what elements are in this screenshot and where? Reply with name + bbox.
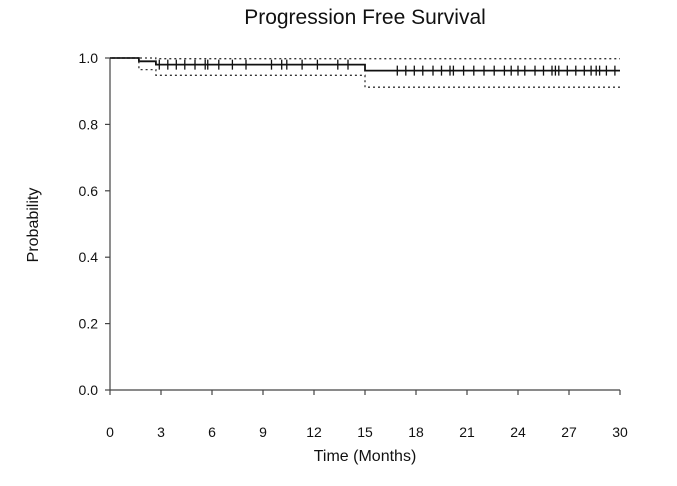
y-tick-label: 1.0	[79, 50, 99, 66]
y-tick-label: 0.0	[79, 382, 99, 398]
x-tick-label: 0	[106, 424, 114, 440]
chart-title: Progression Free Survival	[244, 6, 486, 29]
axes: 0.0 0.2 0.4 0.6 0.8 1.0 0 3 6 9 12 15 18 21 24 27 30	[79, 50, 628, 440]
x-tick-label: 6	[208, 424, 216, 440]
series-layer	[110, 57, 620, 88]
x-tick-label: 27	[561, 424, 577, 440]
x-tick-label: 9	[259, 424, 267, 440]
x-tick-label: 21	[459, 424, 475, 440]
y-tick-label: 0.2	[79, 316, 99, 332]
y-tick-label: 0.4	[79, 249, 99, 265]
survival-curve	[110, 57, 620, 72]
x-axis-label: Time (Months)	[313, 448, 417, 465]
x-tick-label: 3	[157, 424, 165, 440]
y-tick-label: 0.8	[79, 116, 99, 132]
confidence-band-line	[138, 61, 620, 88]
x-tick-label: 30	[612, 424, 628, 440]
x-tick-label: 12	[306, 424, 322, 440]
y-axis-label: Probability	[25, 187, 42, 263]
confidence-band-line	[110, 57, 620, 60]
censor-layer	[158, 59, 616, 76]
x-tick-label: 15	[357, 424, 373, 440]
x-tick-label: 24	[510, 424, 526, 440]
y-tick-label: 0.6	[79, 183, 99, 199]
x-tick-label: 18	[408, 424, 424, 440]
